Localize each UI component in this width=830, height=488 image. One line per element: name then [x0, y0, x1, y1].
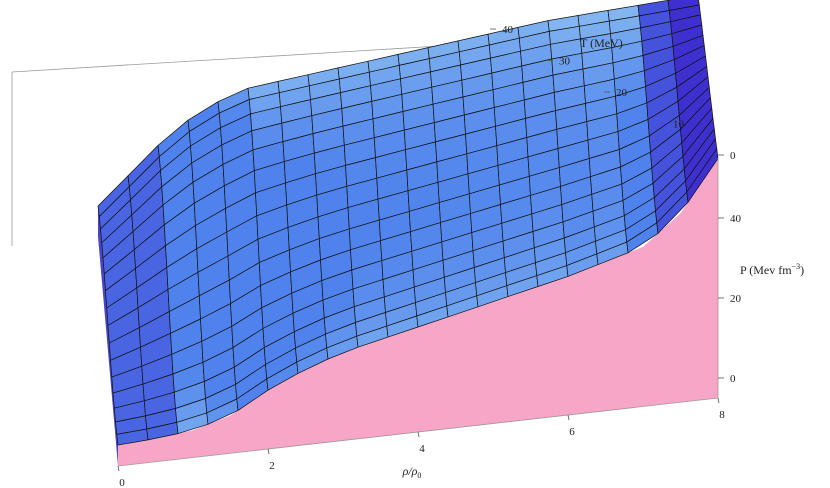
z-axis-label: P (Mev fm−3) — [740, 262, 804, 277]
y-tick-label: 30 — [559, 56, 571, 68]
x-tick-mark — [567, 414, 570, 421]
pressure-surface — [97, 0, 719, 446]
y-axis-label: T (MeV) — [580, 36, 623, 50]
y-tick-label: 40 — [502, 24, 514, 36]
x-tick-label: 4 — [419, 443, 425, 455]
x-axis-label-sub: 0 — [417, 471, 421, 480]
bounding-box-back — [11, 45, 441, 246]
x-tick-label: 2 — [269, 460, 275, 472]
y-tick-label: 10 — [673, 119, 685, 131]
pressure-side-face-T0 — [118, 158, 718, 466]
z-axis-label-end: ) — [800, 263, 804, 277]
x-axis-label: ρ/ρ0 — [402, 464, 422, 480]
z-tick-label: 40 — [730, 213, 742, 225]
x-tick-mark — [717, 397, 720, 404]
x-tick-label: 8 — [719, 409, 725, 421]
y-tick-label: 20 — [616, 87, 628, 99]
surface-cell — [686, 148, 719, 203]
z-tick-label: 20 — [730, 293, 742, 305]
x-tick-label: 6 — [569, 426, 575, 438]
x-tick-mark — [117, 465, 120, 472]
x-tick-mark — [417, 431, 420, 438]
box-edge-back-top — [11, 45, 441, 73]
z-axis-ticks: 0 20 40 — [718, 213, 742, 385]
y-axis-ticks: 0 10 20 30 40 — [490, 24, 736, 162]
z-axis-label-base: P (Mev fm — [740, 263, 792, 277]
z-tick-label: 0 — [730, 373, 736, 385]
x-tick-mark — [267, 448, 270, 455]
y-tick-label: 0 — [730, 150, 736, 162]
x-axis-ticks: 0 2 4 6 8 — [117, 397, 725, 488]
x-tick-label: 0 — [119, 477, 125, 488]
pressure-side-face-rho0 — [98, 206, 118, 466]
x-axis-label-base: ρ/ρ — [402, 464, 418, 478]
z-axis-label-sup: −3 — [792, 262, 801, 271]
